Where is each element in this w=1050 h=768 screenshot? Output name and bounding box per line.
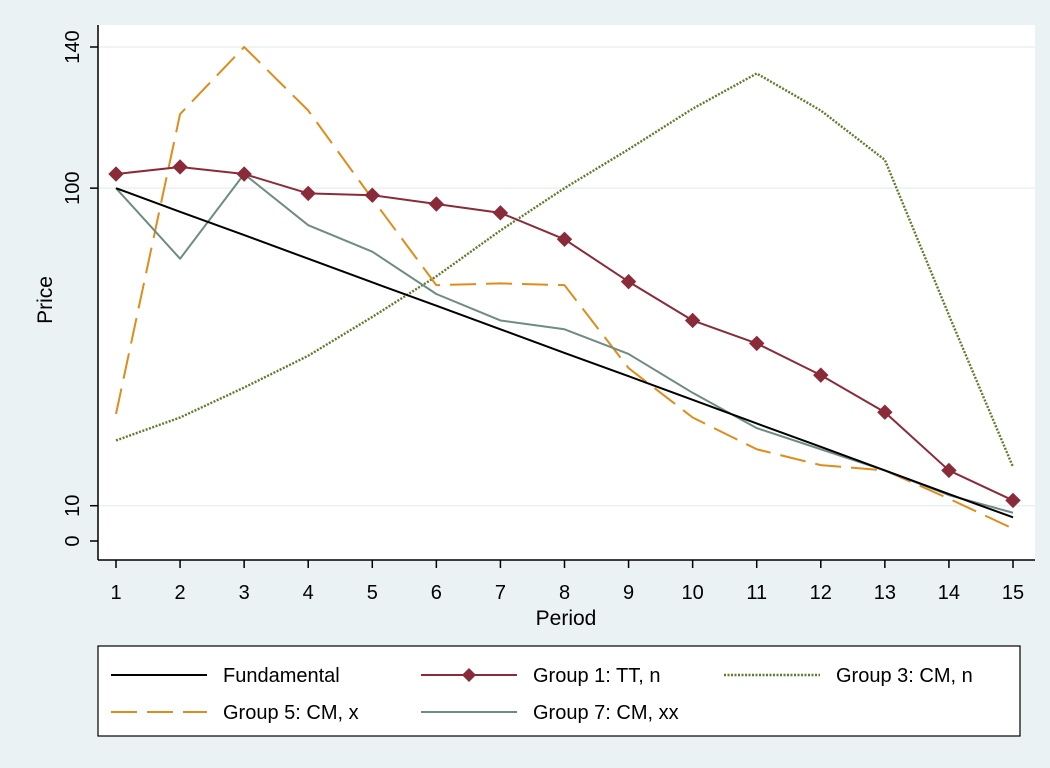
x-tick-label-3: 3 bbox=[239, 582, 250, 604]
legend-item-fundamental: Fundamental bbox=[111, 665, 340, 687]
series-point-group-1-tt-n-9 bbox=[620, 273, 637, 290]
x-tick-label-5: 5 bbox=[367, 582, 378, 604]
x-ticks: 1 2 3 4 5 6 7 8 9 10 11 12 13 14 15 bbox=[110, 560, 1024, 604]
x-tick-label-9: 9 bbox=[623, 582, 634, 604]
legend-label-group-7-cm-xx: Group 7: CM, xx bbox=[533, 702, 679, 724]
legend-label-group-5-cm-x: Group 5: CM, x bbox=[223, 702, 359, 724]
series-point-group-1-tt-n-13 bbox=[877, 404, 893, 420]
y-ticks: 0 10 100 140 bbox=[62, 30, 98, 547]
series-point-group-1-tt-n-3 bbox=[236, 166, 252, 182]
legend-label-fundamental: Fundamental bbox=[223, 665, 340, 687]
y-tick-label-100: 100 bbox=[62, 171, 84, 204]
legend-item-group-1-tt-n: Group 1: TT, n bbox=[421, 665, 660, 687]
x-tick-label-12: 12 bbox=[810, 582, 832, 604]
legend-box bbox=[97, 645, 1021, 737]
x-tick-label-14: 14 bbox=[938, 582, 960, 604]
series-point-group-1-tt-n-15 bbox=[1005, 492, 1021, 509]
legend: Fundamental Group 1: TT, n Group 3: CM, n G… bbox=[97, 645, 1021, 737]
series-point-group-1-tt-n-11 bbox=[749, 335, 765, 352]
y-tick-label-10: 10 bbox=[62, 495, 84, 517]
x-tick-label-2: 2 bbox=[175, 582, 186, 604]
x-tick-label-7: 7 bbox=[495, 582, 506, 604]
series-point-group-1-tt-n-6 bbox=[428, 196, 445, 212]
x-tick-label-15: 15 bbox=[1002, 582, 1024, 604]
legend-item-group-7-cm-xx: Group 7: CM, xx bbox=[421, 702, 679, 724]
plot-area bbox=[98, 25, 1035, 560]
series-point-group-1-tt-n-2 bbox=[172, 159, 188, 175]
series-line-fundamental bbox=[115, 187, 1014, 519]
series-point-group-1-tt-n-1 bbox=[108, 166, 124, 182]
x-tick-label-6: 6 bbox=[431, 582, 442, 604]
series-point-group-1-tt-n-7 bbox=[492, 205, 509, 221]
legend-items: Fundamental Group 1: TT, n Group 3: CM, n G… bbox=[111, 665, 973, 724]
x-tick-label-11: 11 bbox=[746, 582, 767, 604]
series-line-group-5-cm-x bbox=[115, 46, 1014, 530]
legend-item-group-5-cm-x: Group 5: CM, x bbox=[111, 702, 359, 724]
legend-item-group-3-cm-n: Group 3: CM, n bbox=[724, 665, 973, 687]
x-axis-title: Period bbox=[536, 607, 597, 630]
series-point-group-1-tt-n-8 bbox=[556, 231, 573, 248]
legend-label-group-1-tt-n: Group 1: TT, n bbox=[533, 665, 660, 687]
series-layer bbox=[108, 46, 1021, 530]
series-point-group-1-tt-n-10 bbox=[684, 312, 701, 329]
series-point-group-1-tt-n-14 bbox=[941, 462, 957, 479]
series-point-group-1-tt-n-4 bbox=[300, 185, 316, 202]
y-tick-label-0: 0 bbox=[62, 535, 84, 546]
series-line-group-3-cm-n bbox=[115, 72, 1015, 468]
y-axis-title: Price bbox=[34, 276, 57, 324]
x-tick-label-1: 1 bbox=[110, 582, 121, 604]
axes bbox=[97, 25, 1035, 561]
x-tick-label-10: 10 bbox=[682, 582, 704, 604]
y-tick-label-140: 140 bbox=[62, 30, 84, 63]
legend-marker-group-1-tt-n bbox=[462, 668, 476, 682]
legend-label-group-3-cm-n: Group 3: CM, n bbox=[836, 665, 973, 687]
series-point-group-1-tt-n-12 bbox=[813, 367, 829, 383]
x-tick-label-4: 4 bbox=[303, 582, 314, 604]
x-tick-label-8: 8 bbox=[559, 582, 570, 604]
series-point-group-1-tt-n-5 bbox=[364, 187, 380, 203]
x-tick-label-13: 13 bbox=[874, 582, 896, 604]
